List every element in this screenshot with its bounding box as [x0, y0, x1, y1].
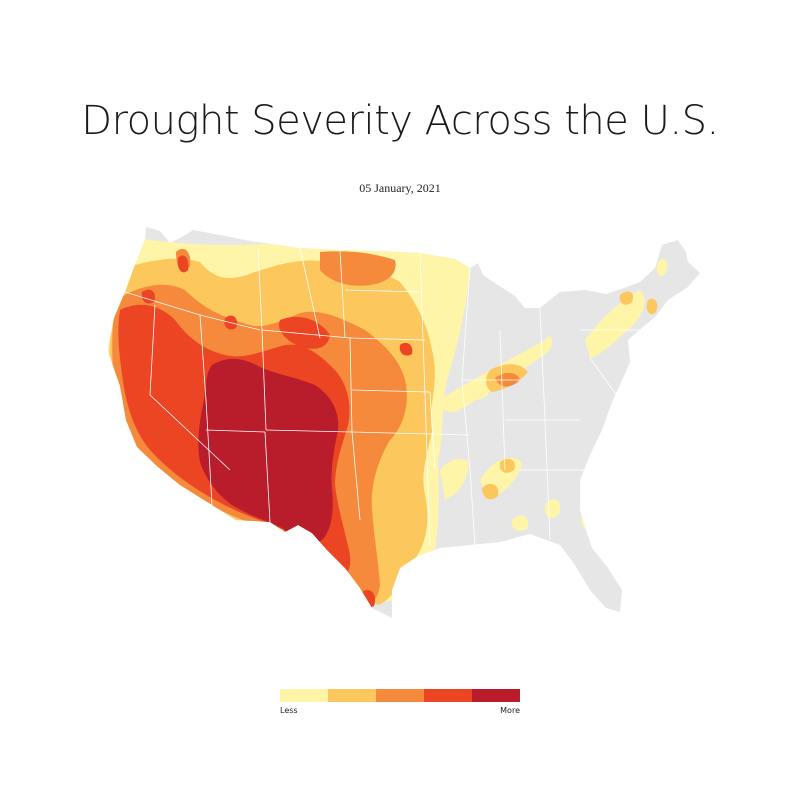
map-title: Drought Severity Across the U.S. [81, 98, 719, 144]
legend: Less More [280, 689, 520, 715]
drought-layers [108, 235, 668, 608]
map-date: 05 January, 2021 [359, 181, 441, 195]
legend-high-label: More [500, 706, 520, 715]
legend-swatch-d4 [472, 689, 520, 702]
legend-swatch-d3 [424, 689, 472, 702]
legend-swatch-d1 [328, 689, 376, 702]
legend-color-bar [280, 689, 520, 702]
legend-low-label: Less [280, 706, 298, 715]
legend-swatch-d2 [376, 689, 424, 702]
state-borders [124, 247, 640, 546]
legend-swatch-d0 [280, 689, 328, 702]
